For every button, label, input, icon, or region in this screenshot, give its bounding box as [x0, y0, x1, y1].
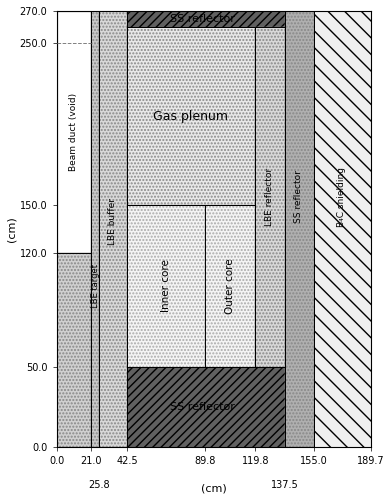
Text: Inner core: Inner core — [161, 260, 171, 312]
Text: Gas plenum: Gas plenum — [153, 110, 229, 122]
Text: LBE reflector: LBE reflector — [265, 168, 274, 226]
Bar — [255, 27, 285, 366]
Bar — [99, 11, 127, 448]
Bar — [91, 11, 99, 448]
Bar — [127, 27, 255, 205]
Text: 137.5: 137.5 — [271, 480, 299, 490]
Bar — [205, 205, 255, 366]
Text: LBE target: LBE target — [91, 264, 100, 308]
Bar — [99, 11, 127, 448]
Bar — [205, 205, 255, 366]
Bar — [127, 27, 255, 205]
Bar — [91, 11, 99, 448]
Text: LBE buffer: LBE buffer — [109, 198, 118, 244]
Y-axis label: (cm): (cm) — [7, 216, 17, 242]
Text: SS reflector: SS reflector — [294, 170, 303, 224]
Text: SS reflector: SS reflector — [170, 14, 235, 24]
Bar — [285, 11, 314, 448]
Bar — [285, 11, 314, 448]
Bar — [56, 254, 91, 448]
Bar — [56, 11, 91, 448]
Text: Beam duct (void): Beam duct (void) — [69, 93, 78, 171]
Text: Outer core: Outer core — [225, 258, 235, 314]
Text: SS reflector: SS reflector — [170, 402, 235, 412]
Bar — [314, 11, 371, 448]
Bar — [127, 205, 255, 366]
Bar — [56, 11, 91, 254]
X-axis label: (cm): (cm) — [201, 483, 227, 493]
Bar — [127, 366, 285, 448]
Bar — [314, 11, 371, 448]
Bar — [255, 27, 285, 366]
Bar — [127, 11, 285, 27]
Bar — [127, 11, 285, 448]
Text: B₄C shielding: B₄C shielding — [338, 167, 347, 227]
Text: 25.8: 25.8 — [89, 480, 110, 490]
Bar — [127, 205, 205, 366]
